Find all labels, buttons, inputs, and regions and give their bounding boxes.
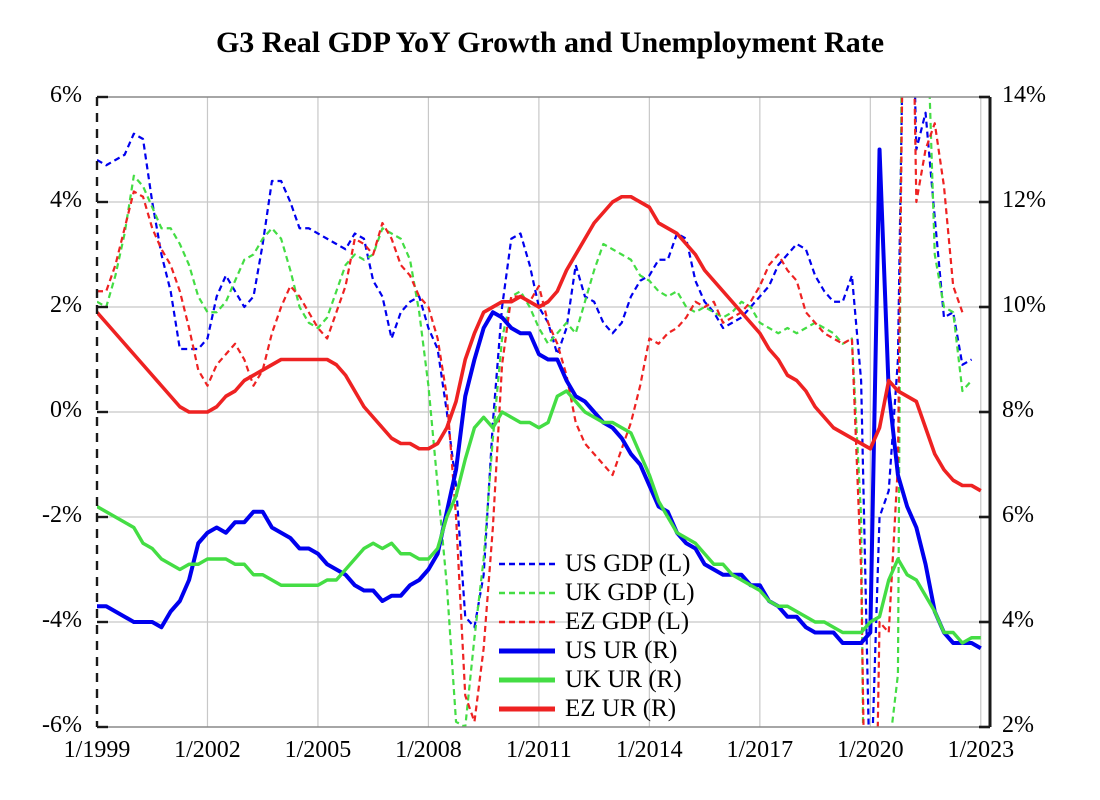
y-right-tick-label: 12% [1002,187,1046,213]
x-tick-label: 1/2011 [506,737,572,763]
axis-frame [95,95,992,729]
legend-label: EZ GDP (L) [565,608,690,635]
series-line-uk-ur-r [97,389,981,645]
y-left-tick-label: -2% [42,502,82,528]
legend-label: US UR (R) [565,637,678,664]
legend-label: UK UR (R) [565,666,682,693]
x-tick-label: 1/2014 [616,737,683,763]
x-tick-label: 1/2008 [395,737,462,763]
legend-swatch-ez-gdp-l [498,614,556,630]
y-left-tick-label: 6% [50,82,82,108]
y-right-tick-label: 2% [1002,712,1034,738]
legend-item[interactable]: EZ GDP (L) [498,607,695,636]
legend-swatch-uk-gdp-l [498,585,556,601]
series-line-ez-ur-r [97,194,982,493]
gridlines [97,97,990,727]
legend-swatch-us-gdp-l [498,556,556,572]
y-left-tick-label: 4% [50,187,82,213]
y-right-tick-label: 10% [1002,292,1046,318]
x-tick-label: 1/2023 [947,737,1015,763]
legend-item[interactable]: EZ UR (R) [498,694,695,723]
legend-label: US GDP (L) [565,550,691,577]
legend-swatch-us-ur-r [498,643,556,659]
legend-swatch-uk-ur-r [498,672,556,688]
x-tick-label: 1/2005 [284,737,352,763]
chart-legend: US GDP (L) UK GDP (L) EZ GDP (L) US UR (R) U… [498,549,695,723]
y-left-tick-label: -4% [42,607,82,633]
legend-label: EZ UR (R) [565,695,677,722]
legend-item[interactable]: UK UR (R) [498,665,695,694]
x-tick-label: 1/2020 [836,737,904,763]
legend-swatch-ez-ur-r [498,701,556,717]
legend-label: UK GDP (L) [565,579,695,606]
page-title: G3 Real GDP YoY Growth and Unemployment … [215,26,885,59]
y-right-tick-label: 6% [1002,502,1034,528]
y-right-tick-label: 4% [1002,607,1034,633]
series-lines [97,97,982,727]
x-tick-label: 1/2002 [174,737,241,763]
y-right-tick-label: 8% [1002,397,1034,423]
series-line-us-gdp-l [97,97,973,727]
y-right-tick-label: 14% [1002,82,1046,108]
series-line-uk-gdp-l [97,97,973,727]
x-tick-label: 1/2017 [726,737,794,763]
y-left-tick-label: 0% [50,397,82,423]
legend-item[interactable]: US GDP (L) [498,549,695,578]
y-left-tick-label: -6% [42,712,82,738]
legend-item[interactable]: US UR (R) [498,636,695,665]
x-tick-label: 1/1999 [63,737,131,763]
series-line-us-ur-r [97,147,982,650]
y-left-tick-label: 2% [50,292,82,318]
legend-item[interactable]: UK GDP (L) [498,578,695,607]
